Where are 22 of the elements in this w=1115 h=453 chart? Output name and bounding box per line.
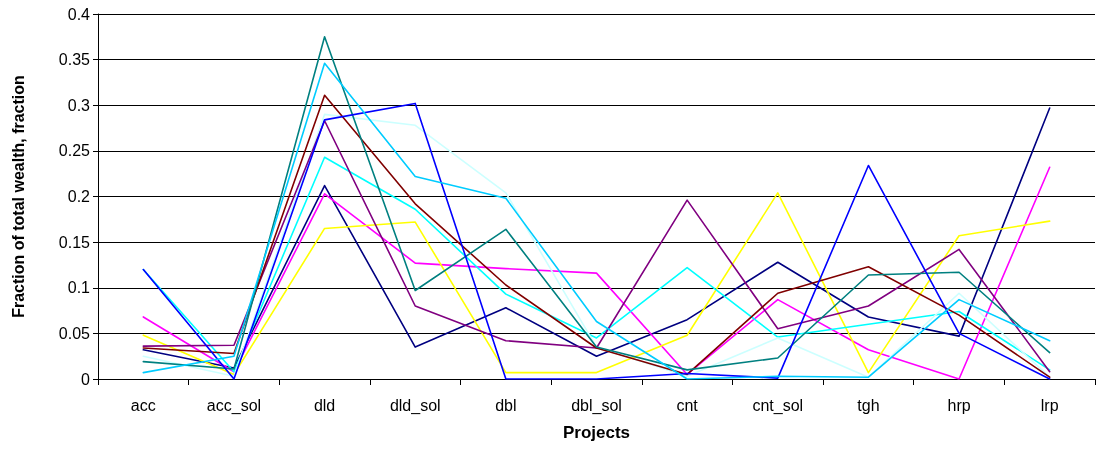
x-tick-label: hrp: [947, 396, 971, 414]
y-tick-label: 0.15: [58, 233, 91, 251]
x-tick-label: cnt_sol: [752, 396, 804, 415]
y-tick-label: 0.35: [58, 51, 91, 69]
x-tick-label: dld_sol: [389, 396, 441, 415]
x-tick-label: acc_sol: [206, 396, 262, 415]
y-tick-label: 0.2: [67, 188, 91, 205]
x-tick-label: lrp: [1040, 396, 1059, 414]
x-tick-label: tgh: [857, 396, 880, 414]
y-tick-label: 0.1: [67, 279, 91, 297]
y-tick-label: 0.3: [67, 96, 91, 114]
x-tick-label: acc: [130, 396, 156, 414]
y-tick-label: 0.4: [67, 5, 91, 23]
y-axis-title: Fraction of total wealth, fraction: [9, 75, 27, 318]
x-tick-label: dld: [313, 396, 336, 414]
x-axis-title: Projects: [562, 423, 631, 442]
y-tick-label: 0.05: [58, 324, 91, 342]
y-tick-label: 0.25: [58, 142, 91, 160]
y-tick-label: 0: [81, 370, 91, 388]
x-tick-label: cnt: [676, 396, 699, 414]
x-tick-label: dbl: [495, 396, 517, 414]
x-tick-label: dbl_sol: [571, 396, 622, 415]
